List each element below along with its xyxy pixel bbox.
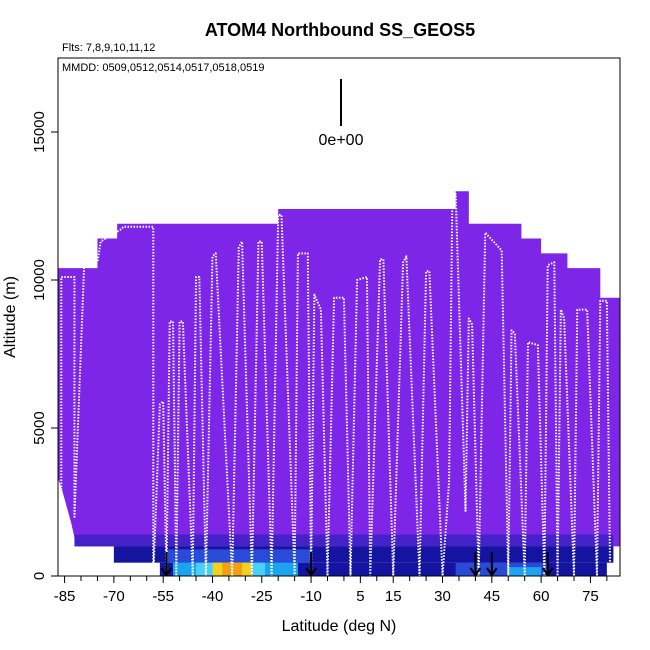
arrow-markers xyxy=(160,552,554,577)
y-axis-label: Altitude (m) xyxy=(2,276,19,358)
down-arrow-3 xyxy=(486,552,498,577)
down-arrow-head xyxy=(160,567,173,577)
flights-text: Flts: 7,8,9,10,11,12 xyxy=(62,42,155,54)
y-tick-label: 15000 xyxy=(31,111,48,153)
x-tick-label: 60 xyxy=(533,588,550,605)
down-arrow-head xyxy=(469,567,482,577)
x-axis-label: Latitude (deg N) xyxy=(282,618,397,635)
down-arrow-4 xyxy=(541,552,554,577)
x-tick-label: -85 xyxy=(54,588,76,605)
x-tick-label: 5 xyxy=(356,588,364,605)
y-tick-label: 5000 xyxy=(31,411,48,444)
plot-frame xyxy=(57,57,621,577)
flight-track xyxy=(60,193,612,577)
x-axis: -85 -70 -55 -40 -25 -10 5 15 30 45 60 75 xyxy=(54,576,608,605)
down-arrow-head xyxy=(305,567,317,577)
flight-track-line xyxy=(60,193,612,577)
plot-area xyxy=(58,191,620,577)
x-tick-label: 45 xyxy=(483,588,500,605)
down-arrow-2 xyxy=(469,552,482,577)
down-arrow-0 xyxy=(160,552,173,577)
down-arrow-head xyxy=(486,567,498,577)
x-tick-label: 75 xyxy=(582,588,599,605)
band-3 xyxy=(166,549,312,563)
x-tick-label: -55 xyxy=(152,588,174,605)
band-0 xyxy=(74,534,614,547)
down-arrow-head xyxy=(541,567,554,577)
x-tick-label: 15 xyxy=(385,588,402,605)
x-tick-label: -40 xyxy=(202,588,224,605)
scale-bar-label: 0e+00 xyxy=(319,132,364,149)
chart-title: ATOM4 Northbound SS_GEOS5 xyxy=(205,20,475,40)
x-tick-label: 30 xyxy=(434,588,451,605)
dates-text: MMDD: 0509,0512,0514,0517,0518,0519 xyxy=(62,62,264,74)
y-tick-label: 0 xyxy=(31,572,48,580)
y-tick-label: 10000 xyxy=(31,259,48,301)
x-tick-label: -70 xyxy=(103,588,125,605)
y-axis: 0 5000 10000 15000 xyxy=(31,111,58,580)
curtain-polygon xyxy=(58,191,620,547)
down-arrow-1 xyxy=(305,552,317,577)
curtain-field xyxy=(58,191,620,576)
x-tick-label: -25 xyxy=(251,588,273,605)
x-tick-label: -10 xyxy=(300,588,322,605)
